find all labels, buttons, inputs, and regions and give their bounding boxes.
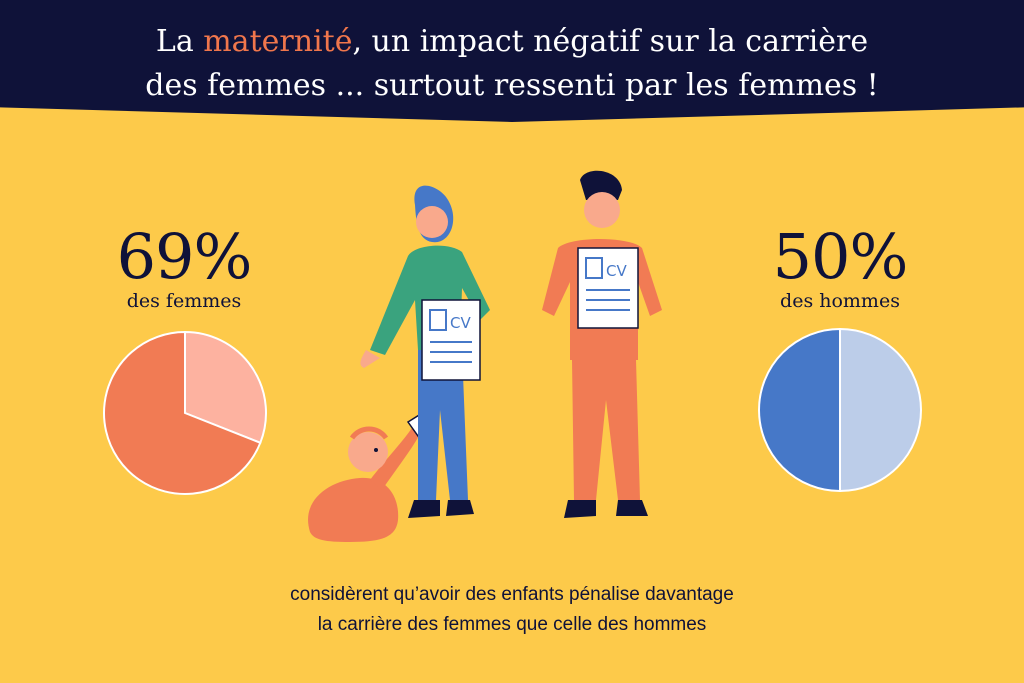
- title-part-1: La: [155, 24, 204, 59]
- women-pie-slice-0: [184, 330, 267, 445]
- men-pie-chart: [758, 327, 922, 493]
- title-highlight: maternité: [203, 24, 353, 59]
- men-percentage: 50%: [772, 220, 909, 293]
- footer-line-1: considèrent qu’avoir des enfants pénalis…: [290, 584, 734, 605]
- women-label: des femmes: [126, 290, 242, 312]
- title-line-2: des femmes ... surtout ressenti par les …: [145, 68, 879, 103]
- women-pie-chart: [103, 330, 267, 495]
- women-pie-slice-1: [103, 330, 262, 495]
- baby-figure: [308, 410, 433, 542]
- title-part-2: , un impact négatif sur la carrière: [352, 24, 869, 59]
- footer-caption: considèrent qu’avoir des enfants pénalis…: [0, 580, 1024, 640]
- women-percentage: 69%: [116, 220, 253, 293]
- title-line-1: La maternité, un impact négatif sur la c…: [0, 20, 1024, 64]
- footer-line-2: la carrière des femmes que celle des hom…: [317, 614, 707, 635]
- title-banner: [0, 0, 1024, 122]
- man-figure: CV: [542, 170, 662, 518]
- page-title: La maternité, un impact négatif sur la c…: [0, 20, 1024, 108]
- family-illustration: CV CV: [308, 170, 662, 542]
- men-pie-slice-0: [839, 327, 922, 493]
- men-label: des hommes: [780, 290, 900, 312]
- men-pie-slice-1: [758, 327, 841, 493]
- cv-label-woman: CV: [450, 314, 471, 332]
- woman-figure: CV: [360, 185, 490, 518]
- cv-label-man: CV: [606, 262, 627, 280]
